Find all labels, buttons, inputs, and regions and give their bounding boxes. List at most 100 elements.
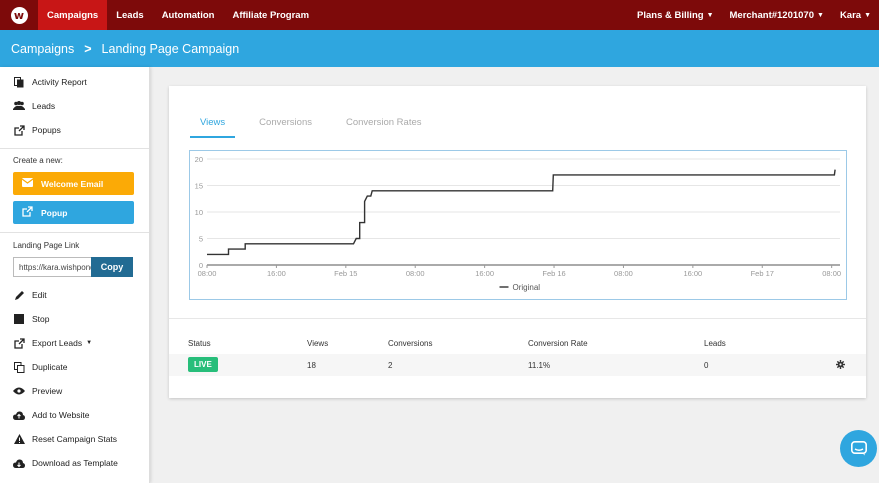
nav-automation[interactable]: Automation <box>161 9 215 21</box>
copy-button[interactable]: Copy <box>91 257 133 277</box>
gear-icon[interactable] <box>836 360 845 371</box>
external-link-icon <box>13 337 25 349</box>
action-label: Download as Template <box>32 458 118 468</box>
cloud-upload-icon <box>13 409 25 421</box>
stats-divider <box>169 318 866 319</box>
logo[interactable]: w <box>0 0 38 30</box>
caret-down-icon: ▼ <box>86 340 93 346</box>
header-views: Views <box>307 339 329 348</box>
stats-value-row: LIVE 18 2 11.1% 0 <box>169 354 866 376</box>
action-preview[interactable]: Preview <box>0 379 149 403</box>
breadcrumb: Campaigns > Landing Page Campaign <box>0 30 879 67</box>
action-label: Edit <box>32 290 47 300</box>
action-reset-campaign-stats[interactable]: Reset Campaign Stats <box>0 427 149 451</box>
y-tick-label: 15 <box>195 182 203 191</box>
x-tick-label: 08:00 <box>822 269 841 278</box>
chat-button[interactable] <box>840 430 877 467</box>
landing-page-link-label: Landing Page Link <box>13 241 80 250</box>
chat-icon <box>850 441 867 456</box>
welcome-email-button[interactable]: Welcome Email <box>13 172 134 195</box>
action-label: Export Leads <box>32 338 83 348</box>
nav-campaigns[interactable]: Campaigns <box>38 0 108 30</box>
sidebar-item-activity-report[interactable]: Activity Report <box>0 70 149 94</box>
eye-icon <box>13 385 25 397</box>
sidebar-item-label: Leads <box>32 101 56 111</box>
popup-label: Popup <box>41 207 68 218</box>
action-label: Preview <box>32 386 63 396</box>
breadcrumb-current: Landing Page Campaign <box>101 41 240 56</box>
divider <box>0 148 149 149</box>
nav-leads[interactable]: Leads <box>116 9 144 21</box>
x-tick-label: 08:00 <box>406 269 425 278</box>
breadcrumb-campaigns[interactable]: Campaigns <box>11 41 75 56</box>
x-tick-label: 08:00 <box>614 269 633 278</box>
action-label: Add to Website <box>32 410 90 420</box>
external-link-icon <box>22 206 33 219</box>
action-add-to-website[interactable]: Add to Website <box>0 403 149 427</box>
wishpond-logo-icon: w <box>10 6 28 24</box>
leads-value: 0 <box>704 361 709 370</box>
x-tick-label: Feb 15 <box>334 269 357 278</box>
legend-label: Original <box>513 283 541 292</box>
envelope-icon <box>21 178 34 189</box>
nav-user-label: Kara <box>839 9 862 21</box>
tab-conversion-rates[interactable]: Conversion Rates <box>345 117 422 128</box>
header-conversions: Conversions <box>388 339 433 348</box>
sidebar-item-popups[interactable]: Popups <box>0 118 149 142</box>
caret-down-icon: ▼ <box>817 11 824 19</box>
action-export-leads[interactable]: Export Leads ▼ <box>0 331 149 355</box>
y-tick-label: 5 <box>199 235 203 244</box>
top-nav: w Campaigns Leads Automation Affiliate P… <box>0 0 879 30</box>
x-tick-label: 16:00 <box>475 269 494 278</box>
tab-conversions[interactable]: Conversions <box>259 117 312 128</box>
header-conversion-rate: Conversion Rate <box>528 339 588 348</box>
action-stop[interactable]: Stop <box>0 307 149 331</box>
pencil-icon <box>13 289 25 301</box>
copy-icon <box>13 361 25 373</box>
action-download-as-template[interactable]: Download as Template <box>0 451 149 475</box>
divider <box>0 232 149 233</box>
nav-affiliate-program[interactable]: Affiliate Program <box>232 9 310 21</box>
landing-page-link: https://kara.wishpond.com Copy <box>13 257 133 277</box>
nav-plans-billing[interactable]: Plans & Billing ▼ <box>629 0 721 30</box>
nav-user-menu[interactable]: Kara ▼ <box>832 0 879 30</box>
nav-merchant[interactable]: Merchant#1201070 ▼ <box>722 0 832 30</box>
welcome-email-label: Welcome Email <box>41 178 104 189</box>
popup-button[interactable]: Popup <box>13 201 134 224</box>
chart-tabs: Views Conversions Conversion Rates <box>190 113 446 138</box>
action-label: Duplicate <box>32 362 68 372</box>
header-status: Status <box>188 339 211 348</box>
views-value: 18 <box>307 361 316 370</box>
users-icon <box>13 100 25 112</box>
y-tick-label: 10 <box>195 208 203 217</box>
caret-down-icon: ▼ <box>864 11 871 19</box>
y-tick-label: 20 <box>195 155 203 164</box>
sidebar-item-label: Activity Report <box>32 77 87 87</box>
sidebar-item-leads[interactable]: Leads <box>0 94 149 118</box>
y-tick-label: 0 <box>199 261 203 270</box>
caret-down-icon: ▼ <box>706 11 714 19</box>
x-tick-label: 08:00 <box>198 269 217 278</box>
nav-merchant-label: Merchant#1201070 <box>729 9 815 21</box>
conversions-value: 2 <box>388 361 393 370</box>
x-tick-label: Feb 16 <box>542 269 565 278</box>
create-new-label: Create a new: <box>13 156 63 165</box>
tab-views[interactable]: Views <box>190 113 236 138</box>
sidebar-item-label: Popups <box>32 125 61 135</box>
sidebar: Activity Report Leads Popups Create a ne… <box>0 67 150 483</box>
x-tick-label: 16:00 <box>683 269 702 278</box>
views-chart: 0 5 10 15 20 08:00 16:00 Feb 15 08:00 16:00 Feb 16… <box>189 150 847 300</box>
action-label: Stop <box>32 314 50 324</box>
file-icon <box>13 76 25 88</box>
header-leads: Leads <box>704 339 726 348</box>
action-duplicate[interactable]: Duplicate <box>0 355 149 379</box>
chevron-right-icon: > <box>84 41 92 56</box>
cloud-download-icon <box>13 457 25 469</box>
nav-plans-billing-label: Plans & Billing <box>637 9 704 21</box>
landing-page-link-input[interactable]: https://kara.wishpond.com <box>13 257 91 277</box>
campaign-stats-card: Views Conversions Conversion Rates 0 5 10 1… <box>169 86 866 398</box>
stop-icon <box>13 313 25 325</box>
action-edit[interactable]: Edit <box>0 283 149 307</box>
x-tick-label: Feb 17 <box>751 269 774 278</box>
x-tick-label: 16:00 <box>267 269 286 278</box>
